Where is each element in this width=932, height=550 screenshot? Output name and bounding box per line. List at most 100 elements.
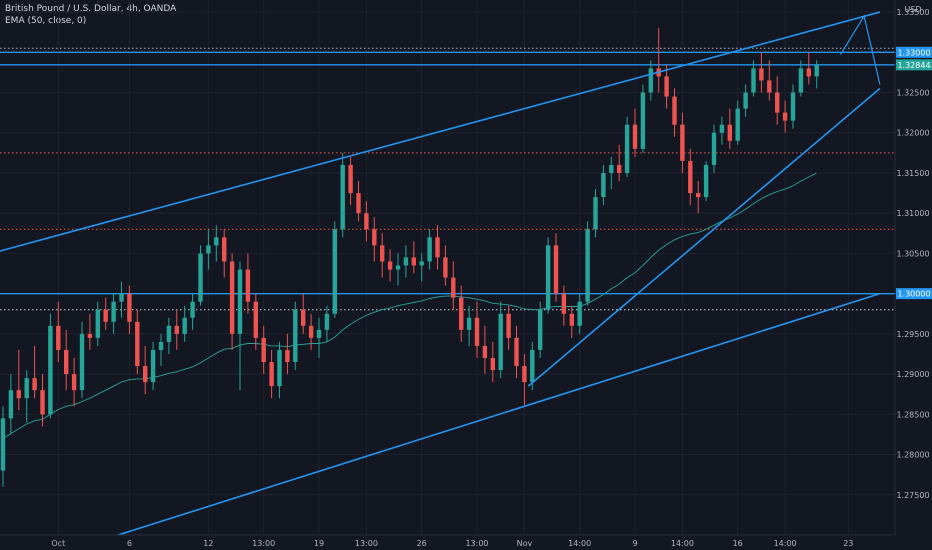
candle-body <box>222 237 227 262</box>
price-tag <box>896 46 932 58</box>
candle-body <box>103 309 108 322</box>
candle-body <box>427 237 432 262</box>
candle-body <box>8 390 14 419</box>
candle-body <box>229 261 235 334</box>
candle-body <box>71 374 77 391</box>
price-tag-label: 1.33000 <box>897 48 930 57</box>
candle-body <box>617 164 622 173</box>
price-tag <box>896 288 932 300</box>
candle-body <box>308 325 314 338</box>
candle-body <box>348 164 353 194</box>
time-tick-label: 6 <box>127 539 132 548</box>
candle-body <box>87 333 93 338</box>
candle-body <box>206 245 211 254</box>
candle-body <box>498 313 503 371</box>
candle-body <box>759 68 764 81</box>
candle-body <box>814 65 819 77</box>
candle-body <box>277 349 282 387</box>
candle-body <box>545 245 551 310</box>
time-tick-label: Nov <box>517 539 533 548</box>
price-axis[interactable] <box>895 0 932 535</box>
candle-body <box>269 362 274 387</box>
price-tag <box>896 59 932 71</box>
horizontal-levels <box>0 47 895 311</box>
candle-body <box>609 164 614 173</box>
candle-body <box>380 245 385 262</box>
candle-body <box>119 293 124 302</box>
price-tick-label: 1.32500 <box>896 89 929 98</box>
candle-body <box>735 108 740 141</box>
candle-body <box>324 313 330 330</box>
candle-body <box>64 349 69 375</box>
candle-body <box>538 309 543 350</box>
candle-body <box>624 124 630 173</box>
candle-body <box>648 68 653 93</box>
time-tick-label: 26 <box>417 539 427 548</box>
time-axis-labels: Oct 6 12 13:00 19 13:00 26 13:00 Nov 14:00 9 14:00 1… <box>51 539 853 548</box>
ema-line <box>2 172 817 439</box>
candle-body <box>790 92 796 121</box>
candle-body <box>632 124 638 149</box>
time-tick-label: 23 <box>843 539 853 548</box>
trend-line <box>0 11 881 252</box>
candle-body <box>79 333 85 391</box>
candle-body <box>459 297 464 330</box>
candle-body <box>593 197 598 230</box>
candles <box>0 28 819 487</box>
price-tick-label: 1.28500 <box>896 410 929 419</box>
candle-body <box>466 317 472 330</box>
time-axis[interactable] <box>0 535 932 550</box>
candle-body <box>577 301 582 326</box>
time-tick-label: 19 <box>314 539 324 548</box>
candle-body <box>143 366 148 383</box>
candle-body <box>253 301 258 338</box>
trend-line <box>527 87 881 387</box>
candle-body <box>24 378 29 399</box>
time-tick-label: Oct <box>51 539 65 548</box>
candle-body <box>601 172 606 198</box>
candle-body <box>261 337 266 363</box>
candle-body <box>490 358 495 371</box>
price-tick-label: 1.30500 <box>896 249 929 258</box>
candle-body <box>395 265 401 270</box>
time-tick-label: 14:00 <box>568 539 591 548</box>
price-tag-label: 1.30000 <box>897 290 930 299</box>
price-tick-label: 1.28000 <box>896 451 929 460</box>
price-tick-label: 1.32000 <box>896 129 929 138</box>
time-tick-label: 13:00 <box>252 539 275 548</box>
candle-body <box>127 293 132 322</box>
trend-lines <box>0 11 881 550</box>
candle-body <box>798 68 804 93</box>
candle-body <box>316 329 322 338</box>
price-tick-label: 1.31500 <box>896 169 929 178</box>
candle-body <box>411 257 416 266</box>
candle-body <box>640 92 646 149</box>
candle-body <box>664 76 669 97</box>
candle-body <box>474 317 480 346</box>
candle-body <box>569 313 574 326</box>
candle-body <box>435 237 440 258</box>
candle-body <box>506 313 511 338</box>
price-tick-label: 1.31000 <box>896 209 929 218</box>
candle-body <box>0 418 6 471</box>
candle-body <box>530 349 535 383</box>
candle-body <box>522 366 527 383</box>
candle-body <box>95 309 100 338</box>
time-tick-label: 14:00 <box>671 539 694 548</box>
candle-body <box>419 261 424 266</box>
candle-body <box>585 229 590 302</box>
candle-body <box>672 96 677 125</box>
candle-body <box>767 80 772 93</box>
candle-body <box>56 325 61 350</box>
projection-path <box>839 14 881 85</box>
candle-body <box>482 345 488 359</box>
time-tick-label: 16 <box>733 539 743 548</box>
candle-body <box>166 325 172 342</box>
price-tick-label: 1.33500 <box>896 8 929 17</box>
trend-line <box>68 292 881 550</box>
candle-body <box>174 325 179 334</box>
candle-body <box>32 378 37 391</box>
candle-body <box>561 293 567 314</box>
candle-body <box>443 257 448 278</box>
